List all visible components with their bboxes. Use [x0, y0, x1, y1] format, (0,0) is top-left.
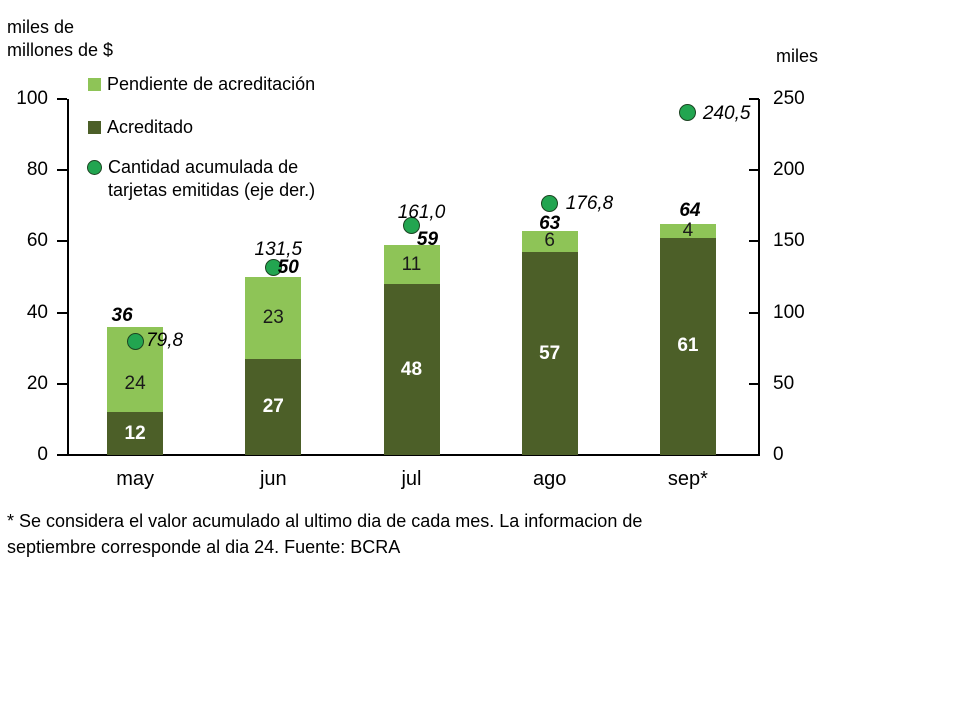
y-axis-right-tick-label: 50: [773, 372, 795, 394]
y-axis-right-tick-label: 0: [773, 444, 784, 465]
cards-point-label: 240,5: [702, 102, 751, 124]
y-axis-left-tick: [57, 382, 67, 385]
legend-label-pendiente: Pendiente de acreditación: [107, 74, 316, 94]
y-axis-left-tick-label: 80: [26, 159, 48, 181]
right-axis-title: miles: [776, 46, 819, 66]
bar-total-label: 50: [277, 257, 299, 278]
cards-point-marker: [403, 217, 420, 235]
y-axis-left-tick: [57, 240, 67, 243]
cards-point-label: 79,8: [146, 330, 184, 352]
legend-swatch-acreditado-square: [88, 121, 101, 134]
bar-total-label: 36: [111, 304, 133, 326]
cards-point-label: 176,8: [565, 193, 614, 215]
y-axis-left-tick: [57, 169, 67, 172]
bar-value-label-pendiente: 4: [682, 219, 694, 241]
cards-point-label: 131,5: [254, 238, 303, 260]
bar-segment-acreditado: [245, 358, 302, 455]
cards-point-marker: [126, 332, 144, 350]
bar-total-label: 64: [679, 199, 701, 221]
y-axis-right-line: [758, 99, 760, 456]
bar-segment-acreditado: [659, 237, 716, 455]
y-axis-left-tick-label: 100: [16, 88, 48, 109]
cards-point-marker: [541, 194, 559, 212]
cards-point-label: 161,0: [397, 201, 446, 223]
legend-label-acreditado: Acreditado: [107, 117, 194, 137]
y-axis-right-tick: [749, 98, 759, 100]
bar-segment-pendiente: [383, 244, 440, 285]
bar-segment-acreditado: [521, 252, 578, 455]
y-axis-left-tick-label: 0: [37, 444, 48, 465]
y-axis-right-tick: [749, 240, 759, 243]
x-axis-line: [67, 454, 760, 456]
legend-swatch-pendiente-square: [88, 78, 101, 91]
category-label: sep*: [667, 468, 708, 490]
y-axis-right-tick-label: 100: [773, 301, 805, 323]
legend-item-pendiente: Pendiente de acreditación: [88, 73, 315, 96]
bar-segment-acreditado: [107, 412, 164, 455]
footnote-text: * Se considera el valor acumulado al ult…: [7, 511, 643, 557]
y-axis-left-tick: [57, 98, 67, 100]
bar-segment-acreditado: [383, 284, 440, 455]
bar-value-label-pendiente: 11: [401, 253, 422, 275]
bar-total-label: 63: [539, 212, 561, 234]
bar-segment-pendiente: [245, 277, 302, 359]
legend-label-tarjetas: Cantidad acumulada de tarjetas emitidas …: [108, 157, 316, 200]
category-label: may: [116, 468, 154, 490]
y-axis-right-tick: [749, 311, 759, 314]
left-axis-title: miles de millones de $: [7, 17, 114, 60]
bar-segment-pendiente: [521, 230, 578, 253]
cards-point-marker: [264, 259, 282, 277]
bar-value-label-pendiente: 6: [544, 230, 555, 252]
bar-segment-pendiente: [659, 223, 716, 238]
bar-total-label: 59: [416, 228, 439, 250]
bar-value-label-acreditado: 12: [124, 422, 146, 444]
y-axis-right-tick: [749, 169, 759, 172]
category-label: jun: [259, 468, 287, 490]
y-axis-right-tick: [749, 454, 759, 456]
y-axis-left-tick-label: 60: [26, 230, 48, 252]
legend-item-tarjetas: Cantidad acumulada de tarjetas emitidas …: [87, 156, 315, 202]
bar-value-label-acreditado: 61: [677, 335, 699, 357]
bar-value-label-pendiente: 24: [124, 372, 146, 394]
y-axis-left-tick-label: 20: [26, 372, 48, 394]
y-axis-left-tick: [57, 454, 67, 456]
bar-value-label-acreditado: 48: [400, 358, 423, 380]
y-axis-right-tick-label: 150: [773, 230, 805, 252]
y-axis-right-tick-label: 250: [773, 88, 805, 109]
bar-value-label-acreditado: 57: [539, 342, 561, 364]
y-axis-left-tick-label: 40: [26, 301, 48, 323]
y-axis-left-line: [67, 99, 69, 456]
category-label: ago: [533, 468, 567, 490]
y-axis-right-tick: [749, 382, 759, 385]
cards-point-marker: [679, 104, 697, 122]
y-axis-right-tick-label: 200: [773, 159, 805, 181]
legend-item-acreditado: Acreditado: [88, 116, 193, 139]
legend-swatch-tarjetas-circle: [87, 160, 102, 175]
y-axis-left-tick: [57, 311, 67, 314]
bar-value-label-acreditado: 27: [262, 395, 284, 417]
category-label: jul: [401, 468, 422, 490]
bar-value-label-pendiente: 23: [262, 306, 284, 328]
